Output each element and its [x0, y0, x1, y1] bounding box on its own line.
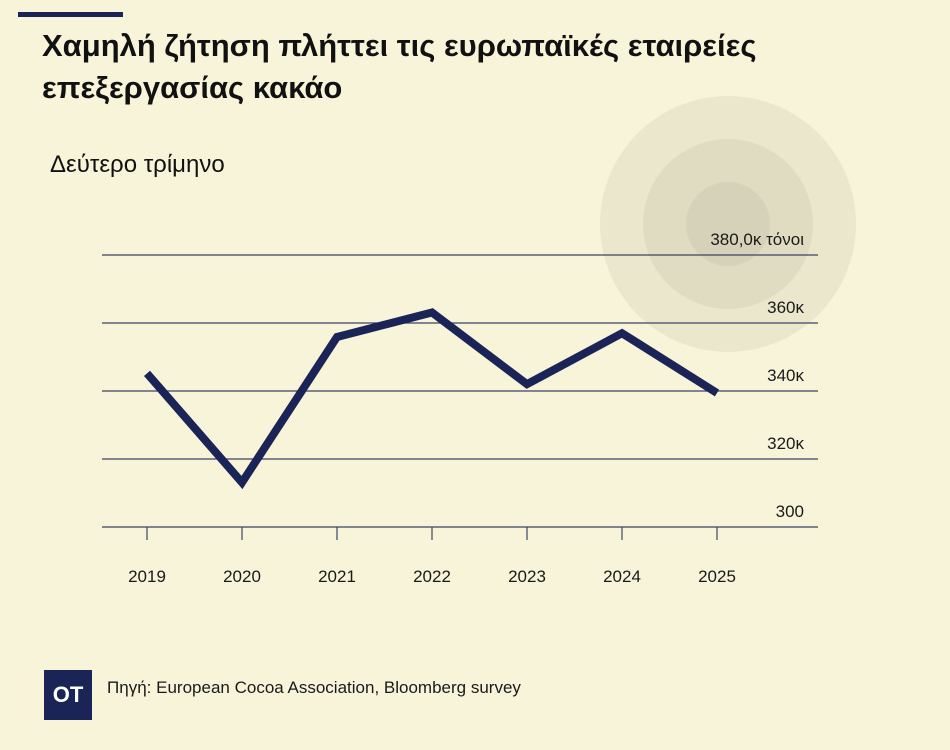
- y-tick-label: 360κ: [767, 298, 804, 317]
- chart-title: Χαμηλή ζήτηση πλήττει τις ευρωπαϊκές ετα…: [42, 28, 757, 105]
- chart-subtitle: Δεύτερο τρίμηνο: [50, 151, 225, 178]
- x-tick-label: 2022: [413, 567, 451, 586]
- series-line: [143, 308, 720, 490]
- accent-bar: [18, 12, 123, 17]
- decor-circle: [686, 182, 770, 266]
- decorative-circles: [600, 96, 856, 352]
- y-tick-label: 320κ: [767, 434, 804, 453]
- y-tick-label: 300: [776, 502, 804, 521]
- y-tick-label: 340κ: [767, 366, 804, 385]
- x-tick-label: 2019: [128, 567, 166, 586]
- x-tick-label: 2023: [508, 567, 546, 586]
- x-axis: 2019 2020 2021 2022 2023 2024 2025: [128, 527, 736, 586]
- x-tick-label: 2024: [603, 567, 641, 586]
- y-tick-label: 380,0κ τόνοι: [710, 230, 804, 249]
- x-tick-label: 2021: [318, 567, 356, 586]
- source-note: Πηγή: European Cocoa Association, Bloomb…: [107, 678, 521, 697]
- x-tick-label: 2025: [698, 567, 736, 586]
- x-tick-label: 2020: [223, 567, 261, 586]
- y-axis-labels: 300 320κ 340κ 360κ 380,0κ τόνοι: [710, 230, 804, 521]
- ot-logo: OT: [44, 670, 92, 720]
- series-group: [143, 308, 720, 490]
